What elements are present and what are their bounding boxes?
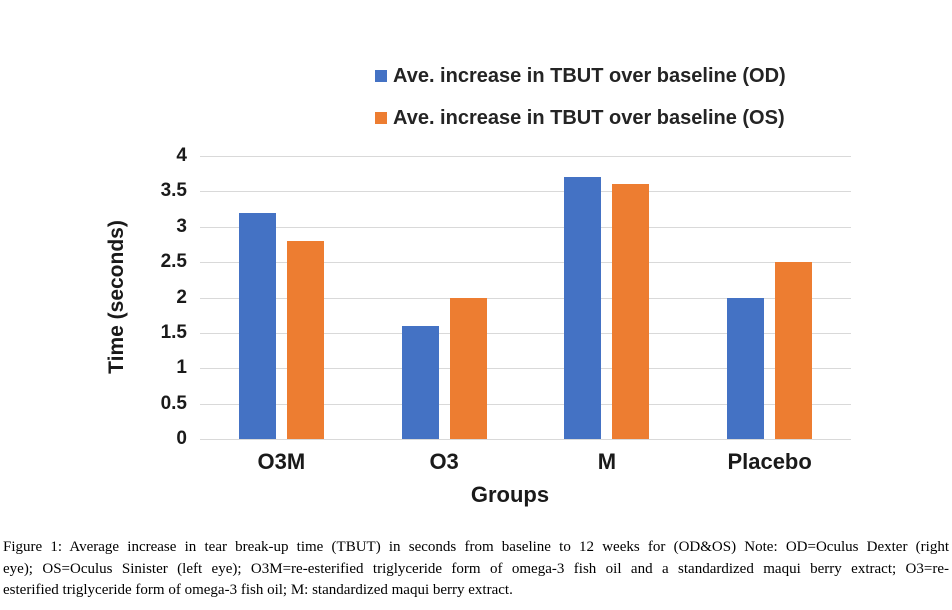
- y-tick-label: 2.5: [160, 251, 187, 273]
- y-tick-label: 3: [176, 215, 187, 237]
- legend-label-os: Ave. increase in TBUT over baseline (OS): [393, 106, 785, 129]
- caption-line-2: eye); OS=Oculus Sinister (left eye); O3M…: [3, 560, 949, 577]
- y-tick-label: 4: [176, 145, 187, 166]
- legend-entry-od: Ave. increase in TBUT over baseline (OD): [375, 64, 786, 88]
- y-axis-tick-labels: 0 0.5 1 1.5 2 2.5 3 3.5 4: [0, 145, 187, 449]
- gridline: [200, 156, 851, 157]
- caption-line-1: Figure 1: Average increase in tear break…: [3, 539, 949, 555]
- x-category-label-o3m: O3M: [257, 449, 306, 474]
- y-tick-label: 1: [176, 357, 187, 379]
- bar-o3m-series-0: [238, 212, 276, 439]
- bar-m-series-0: [564, 177, 602, 439]
- gridline: [200, 191, 851, 193]
- gridline: [200, 297, 851, 299]
- bar-o3-series-1: [449, 297, 487, 439]
- plot-area: [200, 156, 851, 440]
- y-tick-label: 2: [176, 286, 187, 308]
- gridline: [200, 403, 851, 405]
- legend-entry-os: Ave. increase in TBUT over baseline (OS): [375, 106, 786, 130]
- x-axis-category-labels: O3M O3 M Placebo: [200, 449, 851, 475]
- bar-placebo-series-0: [727, 297, 765, 439]
- x-axis-title: Groups: [470, 482, 550, 507]
- y-tick-label: 0: [176, 428, 187, 449]
- figure-caption: Figure 1: Average increase in tear break…: [3, 537, 949, 602]
- x-category-label-placebo: Placebo: [727, 449, 812, 474]
- y-tick-label: 1.5: [160, 321, 187, 343]
- legend-swatch-od-icon: [375, 70, 387, 82]
- bar-o3m-series-1: [286, 240, 324, 439]
- gridline: [200, 262, 851, 264]
- x-category-label-o3: O3: [429, 449, 459, 474]
- x-category-label-m: M: [597, 449, 617, 474]
- gridline: [200, 368, 851, 370]
- legend-label-od: Ave. increase in TBUT over baseline (OD): [393, 64, 786, 87]
- chart-legend: Ave. increase in TBUT over baseline (OD)…: [375, 64, 786, 148]
- bar-o3-series-0: [401, 325, 439, 439]
- legend-swatch-os-icon: [375, 112, 387, 124]
- caption-line-3: esterified triglyceride form of omega-3 …: [3, 582, 513, 598]
- bar-m-series-1: [612, 184, 650, 439]
- bar-placebo-series-1: [775, 262, 813, 439]
- y-tick-label: 3.5: [160, 180, 187, 202]
- gridline: [200, 332, 851, 334]
- gridline: [200, 439, 851, 440]
- y-tick-label: 0.5: [160, 392, 187, 414]
- gridline: [200, 226, 851, 228]
